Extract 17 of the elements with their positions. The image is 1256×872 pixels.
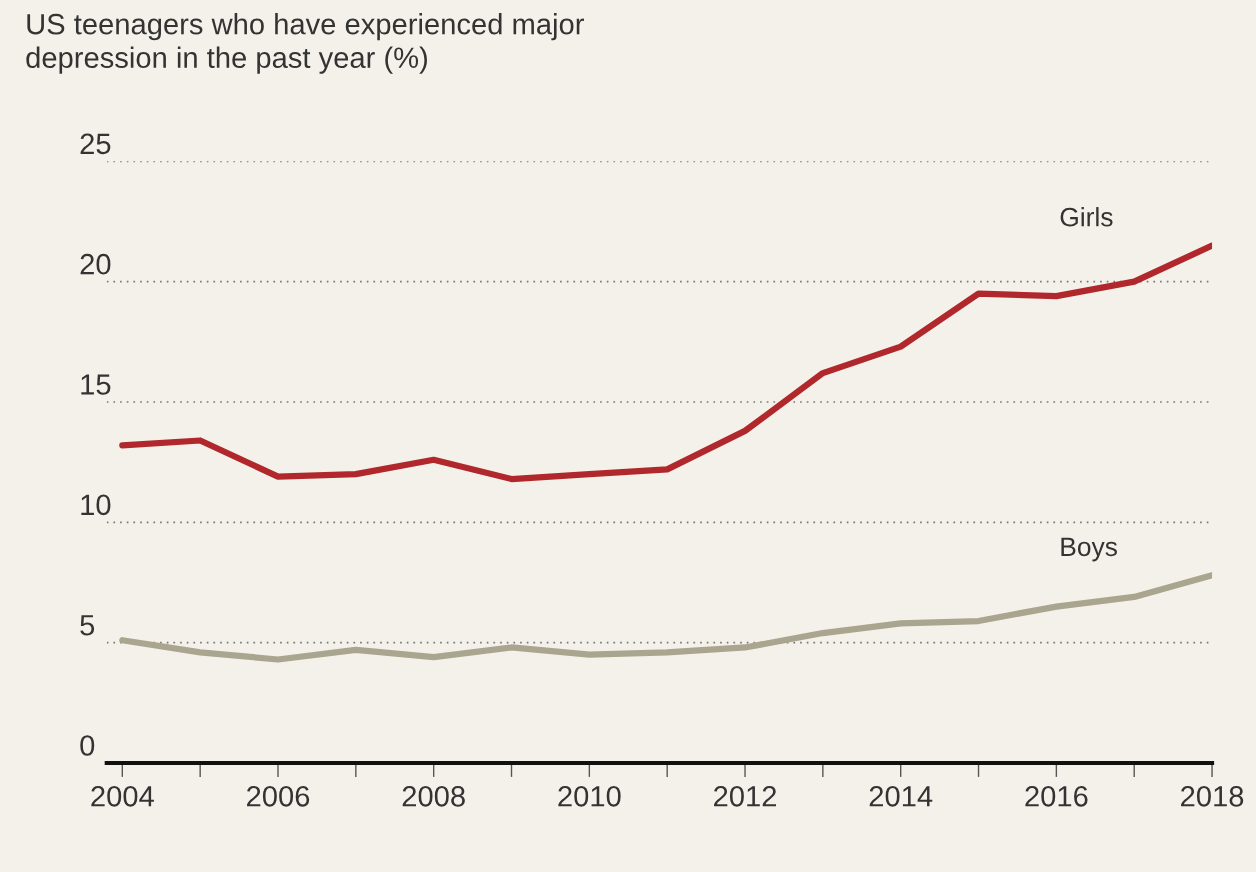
y-tick-label: 25 [80,133,111,155]
x-tick-label: 2008 [402,785,465,807]
x-tick-label: 2012 [714,785,776,807]
y-tick-label: 5 [80,615,95,636]
x-tick-label: 2018 [1181,785,1244,807]
chart-title: US teenagers who have experienced major depression in the past year (%) [26,13,584,74]
x-tick-label: 2014 [869,785,933,807]
series-label: Boys [1061,537,1117,562]
y-tick-label: 0 [80,735,95,756]
x-tick-label: 2010 [558,785,621,807]
y-tick-label: 20 [80,253,111,275]
y-tick-label: 10 [81,494,111,516]
text: Girls [1060,207,1113,227]
x-tick-label: 2016 [1025,785,1088,807]
x-tick-label: 2006 [247,785,310,807]
x-tick-label: 2004 [91,785,154,807]
y-tick-label: 15 [81,374,111,395]
